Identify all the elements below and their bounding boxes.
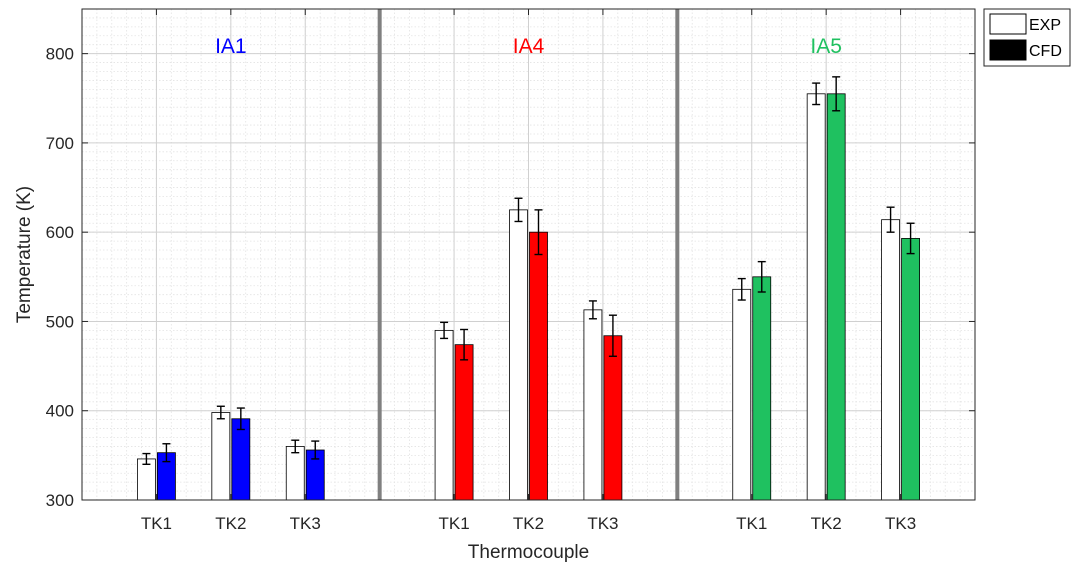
legend: EXP CFD [983, 8, 1071, 67]
legend-swatch [989, 13, 1027, 35]
y-tick-label: 800 [46, 45, 74, 64]
bar-exp [806, 93, 826, 501]
bar-exp [285, 446, 305, 501]
x-tick-label: TK1 [141, 514, 172, 533]
x-tick-label: TK2 [811, 514, 842, 533]
y-tick-label: 600 [46, 223, 74, 242]
y-tick-label: 400 [46, 402, 74, 421]
bar-cfd [826, 93, 846, 501]
y-tick-label: 300 [46, 491, 74, 510]
bar-cfd [454, 344, 474, 501]
y-axis-label: Temperature (K) [14, 186, 35, 323]
bar-exp [211, 412, 231, 501]
bar-cfd [752, 276, 772, 501]
group-title: IA4 [513, 35, 545, 58]
group-title: IA1 [215, 35, 247, 58]
legend-label: EXP [1029, 17, 1061, 34]
y-tick-label: 500 [46, 312, 74, 331]
x-tick-label: TK3 [290, 514, 321, 533]
group-ia5 [732, 76, 920, 501]
x-tick-label: TK3 [885, 514, 916, 533]
x-tick-label: TK2 [513, 514, 544, 533]
bar-exp [732, 288, 752, 501]
y-tick-label: 700 [46, 134, 74, 153]
bar-exp [583, 309, 603, 501]
x-axis-label: Thermocouple [468, 542, 589, 563]
bar-cfd [231, 418, 251, 501]
bar-cfd [529, 231, 548, 501]
bar-exp [881, 219, 900, 501]
x-tick-label: TK2 [215, 514, 246, 533]
axes-box [81, 8, 976, 501]
group-ia4 [434, 197, 623, 501]
group-title: IA5 [810, 35, 842, 58]
legend-swatch [989, 39, 1027, 61]
bar-cfd [603, 335, 623, 501]
x-tick-label: TK1 [736, 514, 767, 533]
bar-exp [434, 329, 454, 501]
x-tick-label: TK1 [438, 514, 469, 533]
bar-cfd [901, 238, 920, 501]
x-tick-label: TK3 [587, 514, 618, 533]
legend-label: CFD [1029, 43, 1062, 60]
bar-exp [509, 209, 528, 501]
bar-exp [137, 458, 156, 501]
